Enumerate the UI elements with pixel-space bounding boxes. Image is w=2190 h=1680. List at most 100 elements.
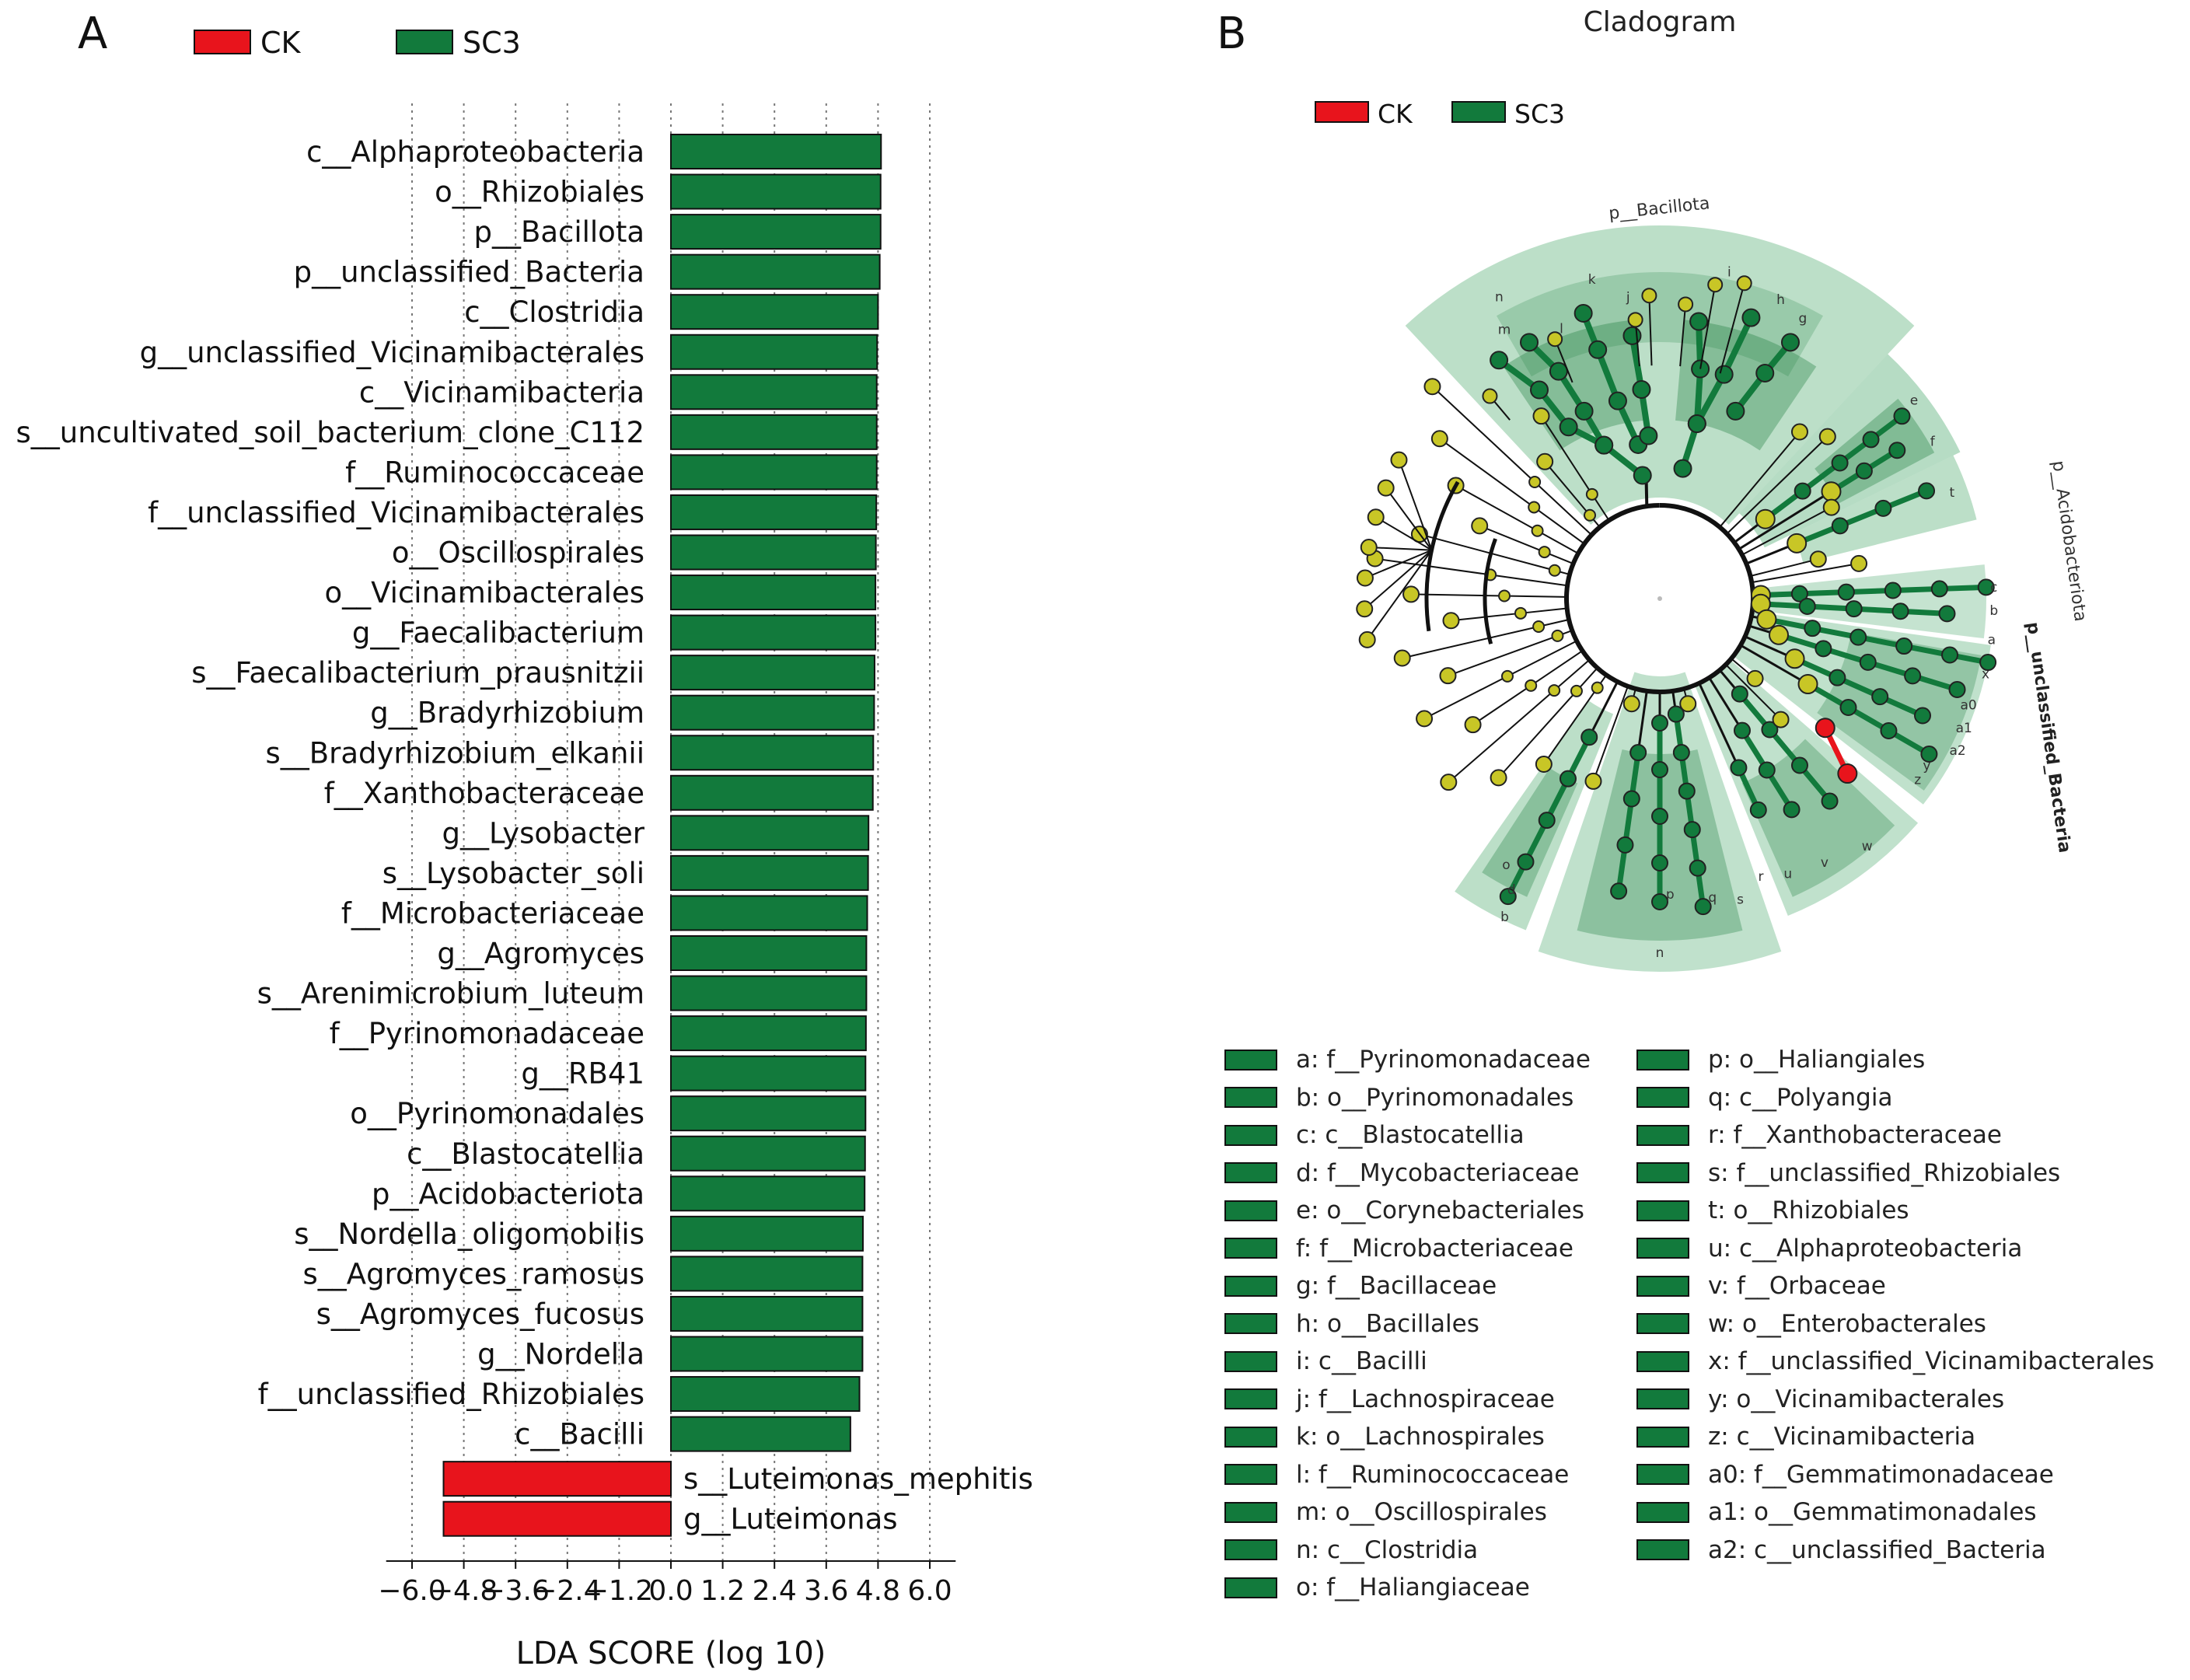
- tree-node: [1672, 744, 1690, 762]
- legend-b-sc3-swatch: [1451, 101, 1506, 123]
- tree-node: [1591, 681, 1604, 694]
- tree-node: [1632, 380, 1651, 400]
- tree-branch: [1448, 690, 1555, 783]
- tree-node: [1845, 600, 1863, 618]
- key-label: d: f__Mycobacteriaceae: [1296, 1158, 1580, 1187]
- legend-a-ck-label: CK: [260, 26, 302, 60]
- tree-node: [1815, 640, 1832, 658]
- tree-node: [1904, 667, 1922, 685]
- tree-node: [1490, 351, 1509, 370]
- tree-branch: [1497, 690, 1577, 779]
- key-swatch: [1636, 1313, 1689, 1334]
- tree-branch: [1520, 607, 1567, 614]
- lda-bar: [670, 935, 868, 971]
- cladogram-key-item: b: o__Pyrinomonadales: [1224, 1084, 1574, 1112]
- key-swatch: [1224, 1388, 1277, 1409]
- key-label: l: f__Ruminococcaceae: [1296, 1460, 1570, 1489]
- bar-label: c__Clostridia: [464, 295, 644, 329]
- key-swatch: [1224, 1049, 1277, 1071]
- tree-node: [1471, 517, 1489, 535]
- tree-node: [1731, 685, 1748, 703]
- tree-node: [1490, 769, 1507, 787]
- tree-node: [1360, 539, 1378, 557]
- cladogram-title: Cladogram: [1584, 6, 1737, 38]
- legend-b-ck-label: CK: [1378, 99, 1413, 129]
- key-swatch: [1636, 1464, 1689, 1485]
- key-label: r: f__Xanthobacteraceae: [1708, 1121, 2002, 1149]
- tree-node: [1559, 417, 1578, 437]
- tree-node: [1839, 699, 1857, 716]
- tree-branch: [1398, 459, 1433, 550]
- tree-node: [1891, 602, 1909, 620]
- tree-node: [1850, 554, 1868, 572]
- lda-bar: [670, 1376, 861, 1413]
- cladogram-key-item: m: o__Oscillospirales: [1224, 1498, 1547, 1526]
- tree-node: [1667, 705, 1685, 723]
- tree-branch: [1374, 557, 1491, 576]
- tree-node: [1758, 761, 1776, 779]
- key-swatch: [1636, 1388, 1689, 1409]
- tree-node: [1548, 684, 1561, 697]
- bar-label: p__Bacillota: [473, 215, 644, 249]
- lda-bar: [670, 1256, 864, 1292]
- lda-bar: [670, 214, 882, 250]
- x-tick-label: 6.0: [907, 1575, 952, 1607]
- tree-branch: [1554, 338, 1574, 383]
- lda-bar: [670, 1095, 867, 1132]
- lda-bar: [670, 1055, 867, 1091]
- tree-node: [1517, 853, 1535, 871]
- lda-bar: [670, 374, 878, 410]
- tree-branch: [1648, 295, 1653, 366]
- key-label: v: f__Orbaceae: [1708, 1272, 1886, 1300]
- tree-node: [1651, 761, 1668, 778]
- x-tick-label: 2.4: [753, 1575, 797, 1607]
- clade-letter: w: [1862, 839, 1873, 854]
- cladogram-key-item: v: f__Orbaceae: [1636, 1272, 1886, 1300]
- key-label: e: o__Corynebacteriales: [1296, 1196, 1584, 1224]
- tree-node: [1532, 620, 1546, 633]
- tree-node: [1689, 312, 1709, 331]
- key-label: b: o__Pyrinomonadales: [1296, 1083, 1574, 1112]
- bar-label: s__Luteimonas_mephitis: [683, 1462, 1033, 1496]
- bar-label: s__Arenimicrobium_luteum: [257, 977, 644, 1011]
- tree-branch: [1385, 487, 1433, 551]
- cladogram-key-item: h: o__Bacillales: [1224, 1310, 1479, 1338]
- tree-branch: [1752, 562, 1860, 584]
- tree-node: [1622, 326, 1642, 345]
- key-label: n: c__Clostridia: [1296, 1535, 1479, 1564]
- cladogram-key-item: f: f__Microbacteriaceae: [1224, 1235, 1574, 1263]
- tree-node: [1804, 620, 1822, 637]
- bar-label: s__Agromyces_ramosus: [302, 1257, 644, 1291]
- bar-label: g__Lysobacter: [442, 816, 645, 850]
- cladogram-key-item: g: f__Bacillaceae: [1224, 1272, 1497, 1300]
- lda-bars: [442, 134, 882, 1537]
- key-label: t: o__Rhizobiales: [1708, 1196, 1909, 1224]
- clade-highlight: [1815, 398, 1935, 504]
- cladogram-key-item: w: o__Enterobacterales: [1636, 1310, 1986, 1338]
- tree-branch: [1530, 650, 1584, 686]
- tree-node: [1416, 710, 1434, 728]
- tree-node: [1880, 722, 1898, 739]
- key-label: i: c__Bacilli: [1296, 1347, 1427, 1375]
- tree-node: [1585, 487, 1598, 501]
- x-tick-label: −4.8: [430, 1575, 498, 1607]
- legend-a-sc3-swatch: [396, 30, 453, 54]
- clade-letter: f: [1930, 435, 1936, 450]
- tree-branch: [1698, 683, 1740, 769]
- clade-letter: a2: [1950, 743, 1966, 759]
- clade-letter: c: [1990, 580, 1997, 596]
- x-tick-label: −2.4: [533, 1575, 601, 1607]
- tree-branch: [1402, 626, 1539, 659]
- clade-highlight: [1482, 768, 1578, 897]
- tree-node: [1574, 303, 1593, 323]
- key-label: u: c__Alphaproteobacteria: [1708, 1234, 2023, 1263]
- tree-node: [1780, 333, 1800, 352]
- bar-label: g__Bradyrhizobium: [370, 697, 644, 730]
- key-swatch: [1224, 1238, 1277, 1259]
- tree-node: [1678, 782, 1696, 800]
- tree-branch: [1544, 461, 1591, 516]
- bar-label: g__RB41: [521, 1057, 644, 1091]
- clade-letter: b: [1989, 603, 1998, 619]
- tree-arc: [1424, 480, 1460, 632]
- tree-node: [1707, 277, 1724, 293]
